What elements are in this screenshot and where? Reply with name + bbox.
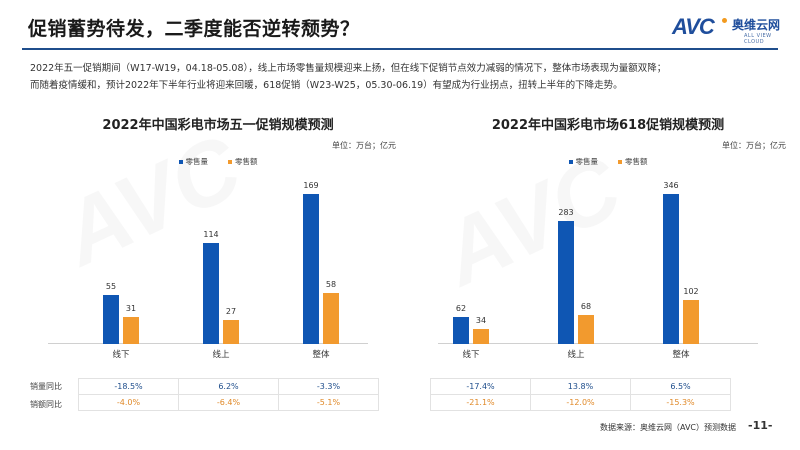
bar-volume	[663, 194, 679, 344]
intro-line: 而随着疫情缓和，预计2022年下半年行业将迎来回暖，618促销（W23-W25，…	[30, 80, 623, 91]
yoy-cell: -18.5%	[78, 378, 179, 395]
logo-name-cn: 奥维云网	[732, 18, 781, 32]
category-label: 线上	[212, 350, 230, 360]
bar-group: 346 102	[663, 178, 723, 344]
plot-area: 62 34 283 68 346 102	[438, 178, 758, 344]
row-label-revenue-yoy: 销额同比	[30, 400, 62, 409]
bar-revenue	[473, 329, 489, 344]
legend-swatch-icon	[178, 160, 183, 164]
yoy-row: -21.1% -12.0% -15.3%	[430, 394, 731, 411]
avc-logo: AVC 奥维云网 ALL VIEW CLOUD	[672, 14, 792, 45]
chart-title: 2022年中国彩电市场618促销规模预测	[491, 118, 725, 133]
category-label: 线下	[462, 350, 480, 360]
bar-value-label: 114	[203, 229, 219, 239]
bar-group: 283 68	[558, 178, 618, 344]
yoy-table: -18.5% 6.2% -3.3% -4.0% -6.4% -5.1%	[78, 378, 379, 411]
legend-label: 零售额	[625, 157, 648, 166]
bar-value-label: 169	[303, 181, 319, 190]
title-divider	[22, 48, 778, 50]
legend-swatch-icon	[618, 160, 622, 164]
category-label: 线下	[112, 350, 130, 360]
page-title: 促销蓄势待发，二季度能否逆转颓势？	[28, 18, 360, 40]
bar-value-label: 31	[125, 303, 137, 313]
bar-value-label: 346	[663, 181, 679, 190]
chart-unit: 单位：万台；亿元	[722, 141, 786, 150]
x-axis-line	[438, 343, 758, 344]
yoy-cell: -6.4%	[178, 394, 279, 411]
bar-group: 114 27	[203, 178, 263, 344]
bar-revenue	[123, 316, 139, 344]
bar-value-label: 27	[225, 307, 237, 317]
legend-label: 零售量	[575, 157, 599, 166]
plot-area: 55 31 114 27 169 58	[48, 178, 368, 344]
legend-item-revenue: 零售额	[228, 156, 258, 167]
yoy-cell: -3.3%	[278, 378, 379, 395]
chart-may-day: 2022年中国彩电市场五一促销规模预测单位：万台；亿元零售量 零售额线下 线上 整体 5…	[28, 108, 408, 418]
bar-revenue	[578, 314, 594, 344]
yoy-table: -17.4% 13.8% 6.5% -21.1% -12.0% -15.3%	[430, 378, 731, 411]
yoy-row: -17.4% 13.8% 6.5%	[430, 378, 731, 395]
yoy-cell: -17.4%	[430, 378, 531, 395]
intro-line: 2022年五一促销期间（W17-W19，04.18-05.08），线上市场零售量…	[30, 63, 667, 74]
legend-swatch-icon	[568, 160, 573, 164]
chart-title: 2022年中国彩电市场五一促销规模预测	[102, 118, 334, 133]
legend-label: 零售额	[235, 157, 258, 166]
legend-item-volume: 零售量	[568, 156, 599, 167]
chart-unit: 单位：万台；亿元	[332, 141, 396, 150]
category-label: 整体	[312, 350, 330, 360]
bar-volume	[303, 194, 319, 344]
bar-value-label: 283	[558, 208, 574, 218]
chart-legend: 零售量 零售额	[418, 156, 798, 167]
yoy-cell: -12.0%	[530, 394, 631, 411]
logo-mark: AVC	[672, 14, 715, 39]
chart-legend: 零售量 零售额	[28, 156, 408, 167]
bar-group: 169 58	[303, 178, 363, 344]
legend-item-volume: 零售量	[178, 156, 209, 167]
bar-group: 62 34	[453, 178, 513, 344]
bar-value-label: 102	[683, 286, 699, 296]
bar-value-label: 55	[105, 282, 117, 292]
bar-volume	[558, 221, 574, 344]
bar-volume	[453, 317, 469, 344]
category-label: 线上	[567, 350, 585, 360]
bar-revenue	[683, 299, 699, 344]
bar-volume	[103, 295, 119, 344]
yoy-row: -18.5% 6.2% -3.3%	[78, 378, 379, 395]
data-source: 数据来源：奥维云网（AVC）预测数据	[600, 423, 737, 432]
yoy-row: -4.0% -6.4% -5.1%	[78, 394, 379, 411]
yoy-cell: -21.1%	[430, 394, 531, 411]
yoy-cell: 13.8%	[530, 378, 631, 395]
page-number: -11-	[748, 419, 773, 432]
yoy-cell: -5.1%	[278, 394, 379, 411]
bar-value-label: 58	[325, 279, 337, 289]
chart-618: 2022年中国彩电市场618促销规模预测单位：万台；亿元零售量 零售额线下 线上 整体…	[418, 108, 798, 418]
legend-swatch-icon	[228, 160, 232, 164]
legend-label: 零售量	[185, 157, 209, 166]
yoy-cell: -4.0%	[78, 394, 179, 411]
intro-text: 2022年五一促销期间（W17-W19，04.18-05.08），线上市场零售量…	[30, 60, 780, 94]
bar-value-label: 34	[475, 316, 487, 326]
category-label: 整体	[672, 350, 690, 360]
logo-name-en: ALL VIEW CLOUD	[744, 33, 772, 45]
bar-volume	[203, 242, 219, 344]
legend-item-revenue: 零售额	[618, 156, 648, 167]
bar-value-label: 68	[580, 301, 592, 311]
yoy-cell: 6.2%	[178, 378, 279, 395]
bar-group: 55 31	[103, 178, 163, 344]
bar-revenue	[223, 320, 239, 344]
bar-revenue	[323, 292, 339, 344]
row-label-volume-yoy: 销量同比	[30, 382, 62, 391]
yoy-cell: 6.5%	[630, 378, 731, 395]
bar-value-label: 62	[455, 304, 467, 314]
logo-dot-icon	[722, 18, 727, 23]
yoy-cell: -15.3%	[630, 394, 731, 411]
